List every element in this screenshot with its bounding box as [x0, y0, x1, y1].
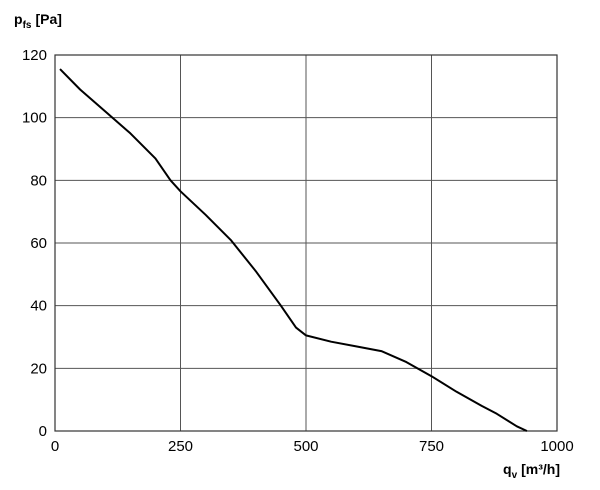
x-tick-label: 250 — [168, 438, 193, 455]
y-tick-label: 80 — [30, 172, 47, 189]
y-axis-label: pfs [Pa] — [14, 11, 62, 31]
x-tick-label: 500 — [293, 438, 318, 455]
y-tick-label: 40 — [30, 298, 47, 315]
y-tick-label: 20 — [30, 360, 47, 377]
y-tick-label: 120 — [22, 47, 47, 64]
plot-frame — [54, 54, 558, 432]
x-tick-label: 1000 — [540, 438, 573, 455]
x-tick-label: 750 — [419, 438, 444, 455]
y-tick-label: 0 — [39, 423, 47, 440]
curve — [59, 68, 528, 432]
y-tick-label: 60 — [30, 235, 47, 252]
x-tick-label: 0 — [51, 438, 59, 455]
y-tick-label: 100 — [22, 110, 47, 127]
x-axis-label: qv [m³/h] — [503, 461, 560, 481]
